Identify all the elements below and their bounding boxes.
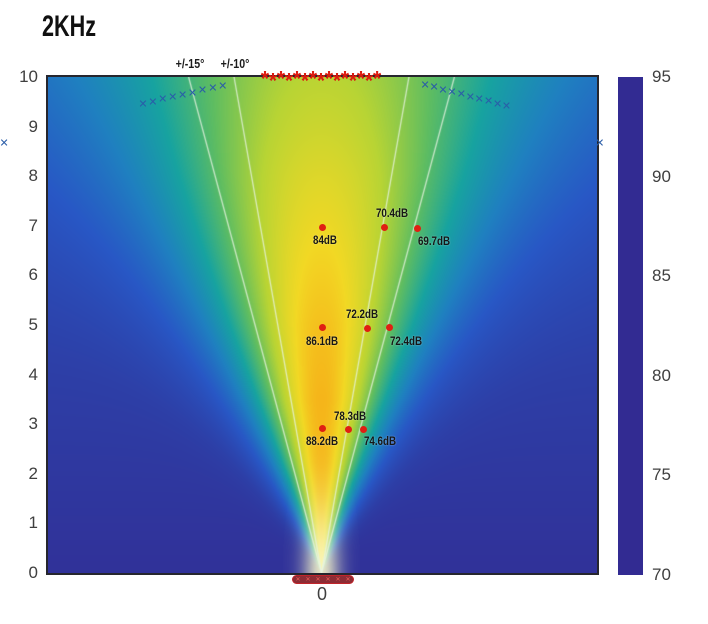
colorbar-tick-label: 75 <box>652 465 671 485</box>
source-tick-marker: ✕ <box>325 575 331 583</box>
y-tick-label: 3 <box>28 414 38 434</box>
spl-dot <box>359 425 367 433</box>
edge-x-marker: ✕ <box>595 136 605 150</box>
colorbar <box>618 77 643 575</box>
spl-dot <box>319 224 327 232</box>
beam-angle-label: +/-10° <box>220 57 250 71</box>
asterisk-marker: * <box>308 67 318 91</box>
y-tick-label: 2 <box>28 463 38 483</box>
spl-dot <box>413 225 421 233</box>
spl-label: 84dB <box>313 234 337 247</box>
x-tick-label: 0 <box>316 584 327 604</box>
y-tick-label: 9 <box>28 116 38 136</box>
spl-dot <box>345 425 353 433</box>
x-marker: ✕ <box>197 83 208 97</box>
asterisk-marker: * <box>276 67 286 91</box>
spl-label: 88.2dB <box>305 436 339 449</box>
spl-dot <box>386 324 394 332</box>
y-tick-label: 5 <box>28 315 38 334</box>
plot-area: * * * * * * * * * * * * * * * ✕ ✕ ✕ ✕ ✕ ✕ ✕ ✕ ✕ ✕ ✕ ✕ ✕ ✕ ✕ ✕ ✕ ✕ ✕ ✕ ✕ 84dB… <box>0 68 604 584</box>
x-marker: ✕ <box>168 90 178 104</box>
y-tick-label: 6 <box>28 265 38 285</box>
spl-label: 86.1dB <box>305 335 339 348</box>
x-marker: ✕ <box>501 99 512 113</box>
asterisk-marker: * <box>300 69 310 93</box>
source-tick-marker: ✕ <box>315 575 321 583</box>
source-tick-marker: ✕ <box>295 575 301 583</box>
x-marker: ✕ <box>474 92 484 106</box>
asterisk-marker: * <box>372 67 382 91</box>
x-marker: ✕ <box>178 88 188 102</box>
edge-x-marker: ✕ <box>0 136 9 150</box>
asterisk-marker: * <box>348 69 358 93</box>
x-marker: ✕ <box>447 85 457 99</box>
asterisk-marker: * <box>260 67 270 91</box>
spl-dot <box>363 325 371 333</box>
colorbar-tick-label: 80 <box>652 365 671 385</box>
marker-layer: * * * * * * * * * * * * * * * ✕ ✕ ✕ ✕ ✕ ✕ ✕ ✕ ✕ ✕ ✕ ✕ ✕ ✕ ✕ ✕ ✕ ✕ ✕ ✕ ✕ 84dB… <box>0 68 604 584</box>
asterisk-marker: * <box>268 69 278 93</box>
spl-dot <box>319 424 327 432</box>
x-marker: ✕ <box>492 97 503 111</box>
asterisk-marker: * <box>356 67 366 91</box>
spl-label: 78.3dB <box>333 411 366 424</box>
spl-dot <box>319 324 327 332</box>
spl-label: 69.7dB <box>418 235 451 248</box>
spl-label: 74.6dB <box>364 436 397 449</box>
source-tick-marker: ✕ <box>335 575 341 583</box>
x-marker: ✕ <box>465 90 475 104</box>
source-capsule: ✕ ✕ ✕ ✕ ✕ ✕ <box>291 575 354 584</box>
x-marker: ✕ <box>187 86 198 100</box>
source-tick-marker: ✕ <box>345 575 351 583</box>
asterisk-marker: * <box>316 69 326 93</box>
x-marker: ✕ <box>456 87 466 101</box>
x-marker: ✕ <box>420 78 430 92</box>
colorbar-tick-label: 90 <box>652 166 671 186</box>
x-marker: ✕ <box>148 95 158 109</box>
y-tick-label: 7 <box>28 215 38 235</box>
x-marker: ✕ <box>218 79 228 93</box>
asterisk-marker: * <box>284 69 294 93</box>
y-tick-label: 1 <box>28 513 38 533</box>
asterisk-marker: * <box>340 67 350 91</box>
colorbar-tick-label: 95 <box>652 67 671 86</box>
x-marker: ✕ <box>429 80 439 94</box>
y-tick-label: 8 <box>28 166 38 186</box>
y-tick-label: 10 <box>19 67 38 86</box>
x-marker: ✕ <box>208 81 218 95</box>
x-marker: ✕ <box>438 83 448 97</box>
x-marker: ✕ <box>158 92 168 106</box>
chart-title: 2KHz <box>42 10 97 43</box>
source-tick-marker: ✕ <box>305 575 311 583</box>
asterisk-marker: * <box>332 69 342 93</box>
spl-label: 70.4dB <box>375 207 409 220</box>
colorbar-tick-label: 85 <box>652 266 671 286</box>
spl-label: 72.4dB <box>389 335 422 348</box>
spl-dot <box>381 224 389 232</box>
x-marker: ✕ <box>484 94 494 108</box>
asterisk-marker: * <box>292 67 302 91</box>
x-marker: ✕ <box>138 97 148 111</box>
asterisk-marker: * <box>324 67 334 91</box>
colorbar-tick-label: 70 <box>652 565 671 584</box>
asterisk-marker: * <box>364 69 374 93</box>
y-tick-label: 0 <box>28 563 38 582</box>
spl-label: 72.2dB <box>346 308 379 321</box>
beam-angle-label: +/-15° <box>175 57 204 71</box>
y-tick-label: 4 <box>28 364 38 384</box>
